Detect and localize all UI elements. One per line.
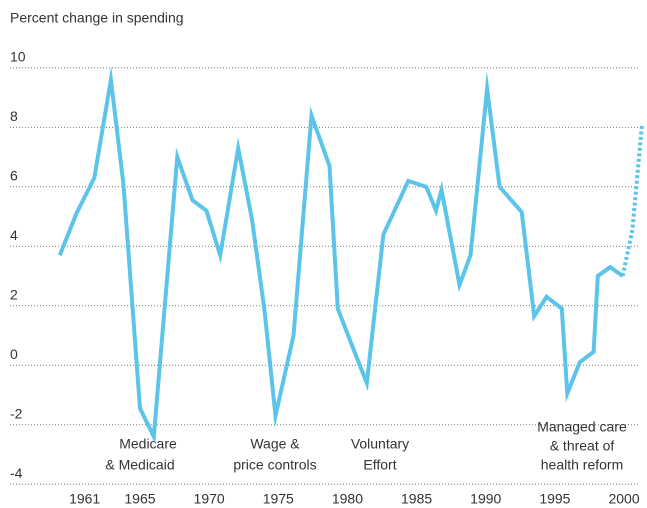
axis-title: Percent change in spending	[10, 10, 184, 26]
x-tick-label: 1961	[69, 491, 100, 507]
annotation-line: & Medicaid	[105, 457, 174, 473]
y-tick-label: 10	[10, 49, 26, 65]
y-tick-label: 0	[10, 346, 18, 362]
annotation-line: Medicare	[119, 436, 177, 452]
y-tick-label: 4	[10, 227, 18, 243]
annotation-line: Effort	[363, 457, 396, 473]
annotation: Managed care & threat of health reform	[537, 419, 627, 473]
x-tick-label: 1965	[124, 491, 155, 507]
x-tick-label: 2000	[608, 491, 639, 507]
line-series	[57, 65, 624, 445]
x-tick-label: 1970	[194, 491, 225, 507]
x-tick-label: 1980	[332, 491, 363, 507]
line-series	[620, 124, 644, 277]
y-tick-label: 6	[10, 168, 18, 184]
x-tick-label: 1990	[470, 491, 501, 507]
x-tick-label: 1975	[263, 491, 294, 507]
annotation-line: health reform	[541, 457, 623, 473]
x-tick-label: 1995	[539, 491, 570, 507]
annotation: Medicare & Medicaid	[105, 436, 177, 473]
annotation-line: Managed care	[537, 419, 627, 435]
y-tick-label: 2	[10, 286, 18, 302]
annotation-line: Wage &	[250, 436, 300, 452]
annotation-line: Voluntary	[351, 436, 409, 452]
y-tick-label: 8	[10, 108, 18, 124]
annotation-line: price controls	[233, 457, 316, 473]
annotation-line: & threat of	[550, 438, 615, 454]
y-tick-label: -4	[10, 465, 23, 481]
x-tick-label: 1985	[401, 491, 432, 507]
annotation: Wage & price controls	[233, 436, 316, 473]
annotation: Voluntary Effort	[351, 436, 409, 473]
y-tick-label: -2	[10, 405, 23, 421]
